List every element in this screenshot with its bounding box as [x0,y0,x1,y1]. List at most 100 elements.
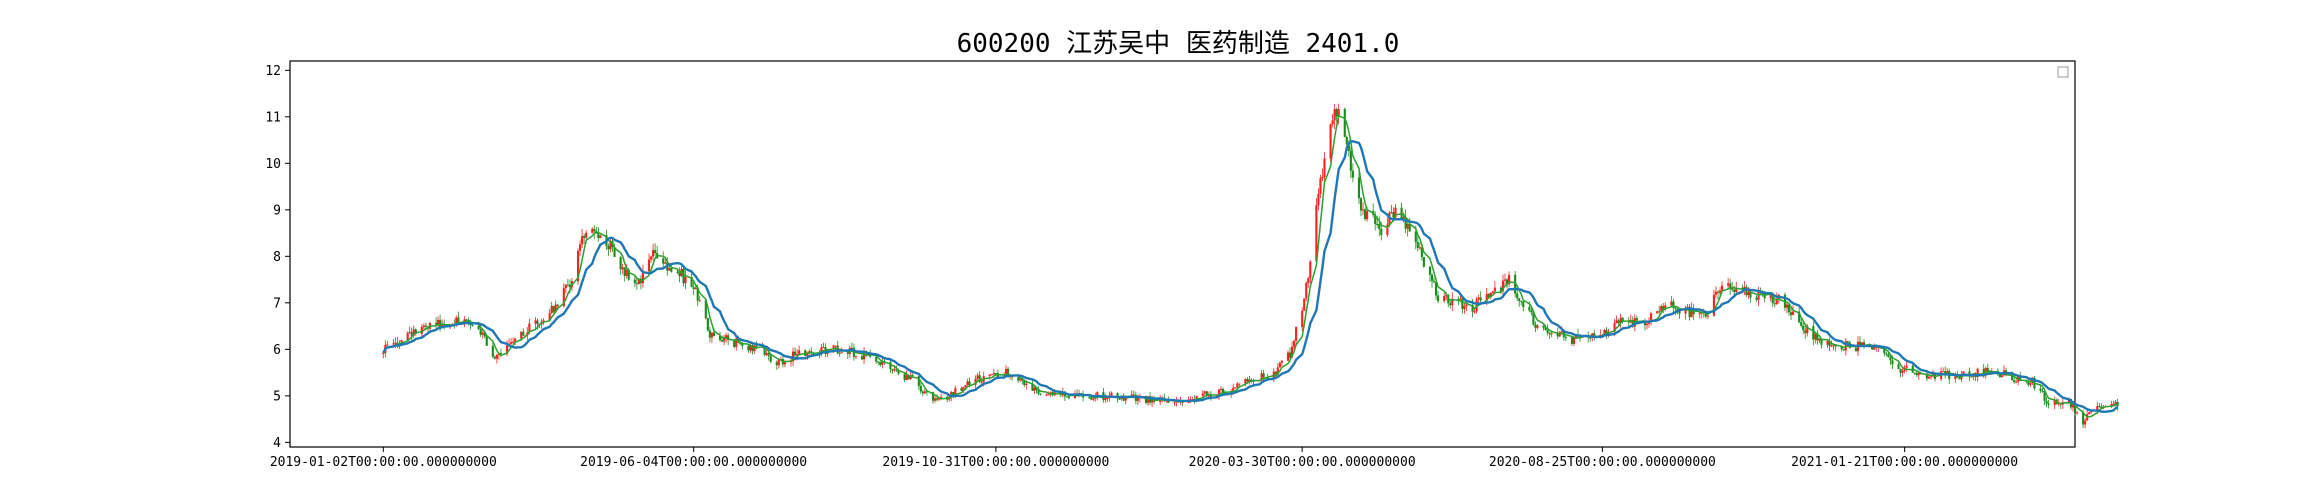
candle-body [1272,371,1275,378]
candle-body [1428,266,1432,275]
candle-body [1942,371,1945,373]
candle-body [893,369,896,371]
candle-body [751,344,754,352]
candle-body [2088,412,2091,415]
candle-body [1047,394,1050,396]
candle-body [1615,320,1618,323]
candle-body [903,373,906,381]
candle-body [510,342,513,344]
candle-body [1167,400,1170,403]
candle-body [386,344,389,346]
x-tick-label: 2019-06-04T00:00:00.000000000 [580,455,807,470]
candle-body [1747,292,1750,296]
candle-body [562,288,565,307]
candle-body [1207,395,1210,397]
x-tick-label: 2020-03-30T00:00:00.000000000 [1189,455,1416,470]
candle-body [1457,298,1460,300]
candle-body [514,338,517,342]
candle-body [1901,370,1904,373]
candle-body [1201,393,1204,397]
candle-body [1670,301,1673,306]
candle-body [1092,398,1095,400]
candle-body [1698,312,1701,315]
candle-body [550,305,553,314]
candle-body [1236,383,1239,388]
candle-body [495,354,498,359]
candle-body [708,330,711,338]
candle-body [1745,286,1748,296]
candle-body [834,345,837,347]
candle-body [1335,109,1338,117]
candle-body [1116,392,1119,399]
candle-body [1846,341,1849,343]
candle-body [1619,317,1622,323]
candle-body [1238,383,1241,385]
candle-body [1422,256,1425,267]
candle-body [769,355,772,362]
candle-body [1248,379,1251,382]
candle-body [1828,340,1831,347]
candle-body [1234,387,1237,389]
candle-body [2053,399,2056,405]
candle-body [499,352,503,354]
candle-body [477,325,480,329]
short-moving-average-line [382,114,2118,418]
candle-body [1798,311,1801,323]
candle-body [1613,322,1616,332]
x-tick-label: 2019-10-31T00:00:00.000000000 [882,455,1109,470]
candle-body [1773,303,1776,305]
candle-body [854,356,857,358]
candle-body [493,356,496,359]
candle-body [1789,312,1793,316]
candle-body [1664,305,1667,310]
candle-body [1288,352,1292,358]
candle-body [1518,298,1521,302]
candle-body [1603,329,1606,336]
candle-body [978,375,981,382]
candle-body [1712,294,1716,316]
candle-body [1690,308,1693,318]
candle-body [1727,283,1730,286]
candle-body [2041,390,2044,392]
candle-body [619,256,622,270]
candle-body [1954,376,1957,380]
candle-body [542,320,545,323]
candle-body [1897,364,1900,370]
candle-body [2110,404,2113,407]
candle-body [1323,158,1326,178]
candle-body [767,353,770,356]
candle-body [465,319,468,321]
candle-body [1286,352,1290,361]
candle-body [925,391,928,393]
candle-body [1461,298,1464,309]
candle-body [1593,333,1596,338]
candle-body [1031,383,1034,391]
candle-body [585,232,588,238]
candle-body [1376,223,1379,225]
candle-body [753,345,756,352]
candle-body [960,388,963,391]
candle-body [1406,223,1409,229]
candle-body [1860,342,1864,346]
candle-body [976,375,979,379]
y-tick-label: 11 [265,110,281,125]
candle-body [952,391,955,396]
candle-body [1564,337,1567,339]
candle-body [964,385,967,388]
candle-body [394,342,397,344]
candle-body [968,381,971,385]
candle-body [1173,402,1176,404]
candle-body [2082,412,2085,425]
candle-body [479,328,482,335]
candle-body [897,370,900,374]
candle-body [1802,325,1805,331]
candle-body [641,271,645,284]
candle-body [796,354,799,356]
candle-body [1408,223,1411,232]
candle-body [455,317,458,326]
candle-body [881,360,884,365]
candle-body [694,287,697,290]
candle-body [1471,304,1474,312]
candle-body [794,351,797,356]
